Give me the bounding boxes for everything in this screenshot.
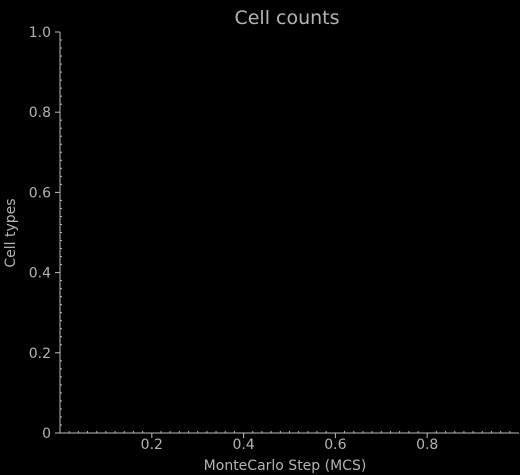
y-axis-ticks: 0 0.2 0.4 0.6 0.8 1.0 bbox=[29, 25, 62, 442]
y-tick-label: 0 bbox=[42, 426, 51, 442]
y-tick-label: 0.4 bbox=[29, 266, 51, 282]
y-tick-label: 0.8 bbox=[29, 105, 51, 121]
x-axis-label: MonteCarlo Step (MCS) bbox=[204, 458, 367, 474]
y-axis-label: Cell types bbox=[3, 198, 19, 267]
x-tick-label: 0.6 bbox=[324, 437, 346, 453]
y-tick-label: 0.2 bbox=[29, 346, 51, 362]
y-tick-label: 0.6 bbox=[29, 185, 51, 201]
x-tick-label: 0.2 bbox=[141, 437, 163, 453]
x-tick-label: 0.8 bbox=[416, 437, 438, 453]
x-tick-label: 0.4 bbox=[232, 437, 254, 453]
chart-title: Cell counts bbox=[234, 7, 339, 29]
y-tick-label: 1.0 bbox=[29, 25, 51, 41]
x-axis-ticks: 0.2 0.4 0.6 0.8 bbox=[68, 431, 511, 453]
